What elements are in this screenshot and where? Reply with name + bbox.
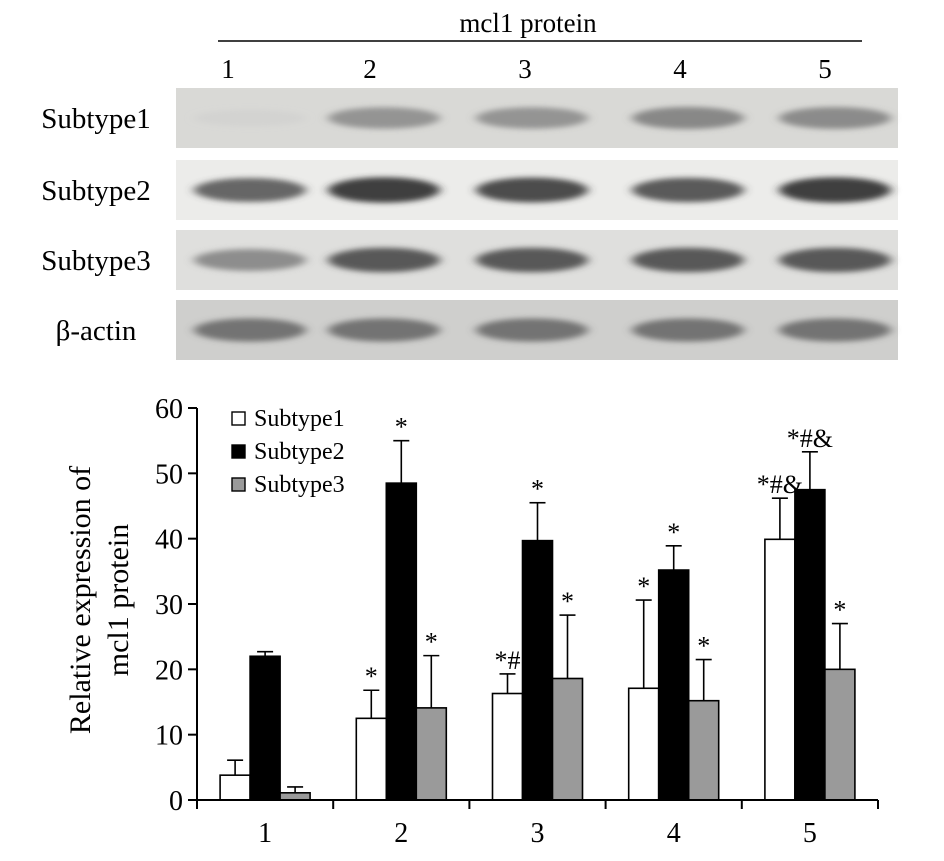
significance-label-subtype2-4: *: [667, 518, 680, 547]
bar-subtype1-5: [764, 538, 796, 801]
blot-band-3-4: [632, 247, 744, 273]
blot-band-3-3: [476, 247, 588, 273]
blot-band-1-3: [476, 107, 588, 129]
blot-band-3-1: [194, 249, 306, 271]
series-subtype2: * * * *#&: [249, 413, 833, 801]
blot-header: mcl1 protein: [459, 8, 597, 38]
blot-band-4-1: [194, 318, 306, 342]
blot-band-1-5: [779, 107, 891, 129]
significance-label-subtype1-3: *#: [495, 646, 521, 675]
x-tick-label-3: 3: [531, 818, 545, 849]
y-tick-label-10: 10: [155, 721, 183, 752]
significance-label-subtype1-4: *: [637, 572, 650, 601]
series-subtype3: * * * *: [279, 587, 856, 801]
significance-label-subtype1-2: *: [365, 662, 378, 691]
significance-label-subtype2-3: *: [531, 475, 544, 504]
significance-label-subtype2-5: *#&: [787, 424, 833, 453]
blot-band-4-4: [632, 318, 744, 342]
bar-subtype3-3: [551, 677, 584, 801]
y-tick-label-30: 30: [155, 590, 183, 621]
blot-band-2-4: [632, 177, 744, 203]
legend-swatch-subtype3: [231, 477, 246, 492]
blot-band-1-1: [194, 109, 306, 127]
significance-label-subtype2-2: *: [395, 413, 408, 442]
blot-band-2-3: [476, 177, 588, 203]
chart-legend: Subtype1 Subtype2 Subtype3: [231, 406, 345, 498]
blot-band-4-3: [476, 318, 588, 342]
x-axis: 1 2 3 4 5: [196, 799, 879, 849]
y-tick-label-50: 50: [155, 459, 183, 490]
blot-row-3: Subtype3: [41, 230, 898, 290]
bar-subtype1-3: [491, 692, 524, 801]
x-tick-label-5: 5: [803, 818, 817, 849]
bar-subtype1-2: [355, 717, 388, 801]
blot-row-label-1: Subtype1: [41, 103, 151, 135]
bar-subtype3-1: [279, 792, 311, 801]
lane-label-5: 5: [818, 54, 832, 84]
bar-subtype2-5: [794, 488, 826, 801]
x-tick-label-1: 1: [258, 818, 272, 849]
blot-row-4: β-actin: [56, 300, 898, 360]
blot-band-4-5: [779, 318, 891, 342]
bar-subtype2-1: [249, 655, 281, 801]
bar-subtype3-5: [824, 668, 856, 801]
lane-label-1: 1: [221, 54, 235, 84]
y-axis-label-line1: Relative expression of: [64, 466, 97, 734]
blot-rows: Subtype1 Subtype2 Subtype3 β-actin: [41, 88, 898, 360]
lane-labels: 1 2 3 4 5: [221, 54, 832, 84]
blot-band-3-5: [779, 247, 891, 273]
bar-subtype1-1: [219, 774, 251, 801]
significance-label-subtype3-3: *: [561, 587, 574, 616]
blot-row-1: Subtype1: [41, 88, 898, 148]
y-tick-label-40: 40: [155, 525, 183, 556]
bar-subtype1-4: [627, 687, 660, 801]
blot-row-2: Subtype2: [41, 160, 898, 220]
legend-swatch-subtype1: [231, 411, 246, 426]
bars: * *# * *#&* * * *#&* * * *: [219, 413, 856, 801]
y-tick-label-0: 0: [169, 786, 183, 817]
lane-label-4: 4: [673, 54, 687, 84]
blot-band-1-4: [632, 106, 744, 130]
significance-label-subtype3-4: *: [697, 632, 710, 661]
y-axis-label-line2: mcl1 protein: [102, 524, 135, 676]
blot-band-2-1: [194, 178, 306, 202]
blot-row-label-4: β-actin: [56, 315, 137, 347]
blot-band-3-2: [328, 247, 440, 273]
blot-band-2-2: [328, 177, 440, 203]
blot-row-label-3: Subtype3: [41, 245, 151, 277]
significance-label-subtype3-2: *: [425, 628, 438, 657]
bar-subtype2-2: [385, 482, 418, 801]
blot-band-1-2: [328, 107, 440, 129]
blot-band-4-2: [328, 318, 440, 342]
bar-subtype2-3: [521, 539, 554, 801]
bar-chart: Relative expression of mcl1 protein 0 10 2…: [64, 394, 879, 849]
blot-row-label-2: Subtype2: [41, 175, 151, 207]
legend-label-subtype3: Subtype3: [254, 472, 345, 498]
legend-label-subtype1: Subtype1: [254, 406, 345, 432]
x-tick-label-4: 4: [667, 818, 681, 849]
x-tick-label-2: 2: [394, 818, 408, 849]
bar-subtype3-2: [415, 707, 448, 801]
blot-band-2-5: [779, 177, 891, 203]
bar-subtype3-4: [687, 699, 720, 801]
y-tick-label-60: 60: [155, 394, 183, 425]
legend-swatch-subtype2: [231, 444, 246, 459]
y-tick-label-20: 20: [155, 655, 183, 686]
lane-label-3: 3: [518, 54, 532, 84]
bar-subtype2-4: [657, 569, 690, 801]
lane-label-2: 2: [363, 54, 377, 84]
legend-label-subtype2: Subtype2: [254, 439, 345, 465]
significance-label-subtype3-5: *: [833, 596, 846, 625]
y-axis-ticks: 0 10 20 30 40 50 60: [155, 394, 198, 817]
